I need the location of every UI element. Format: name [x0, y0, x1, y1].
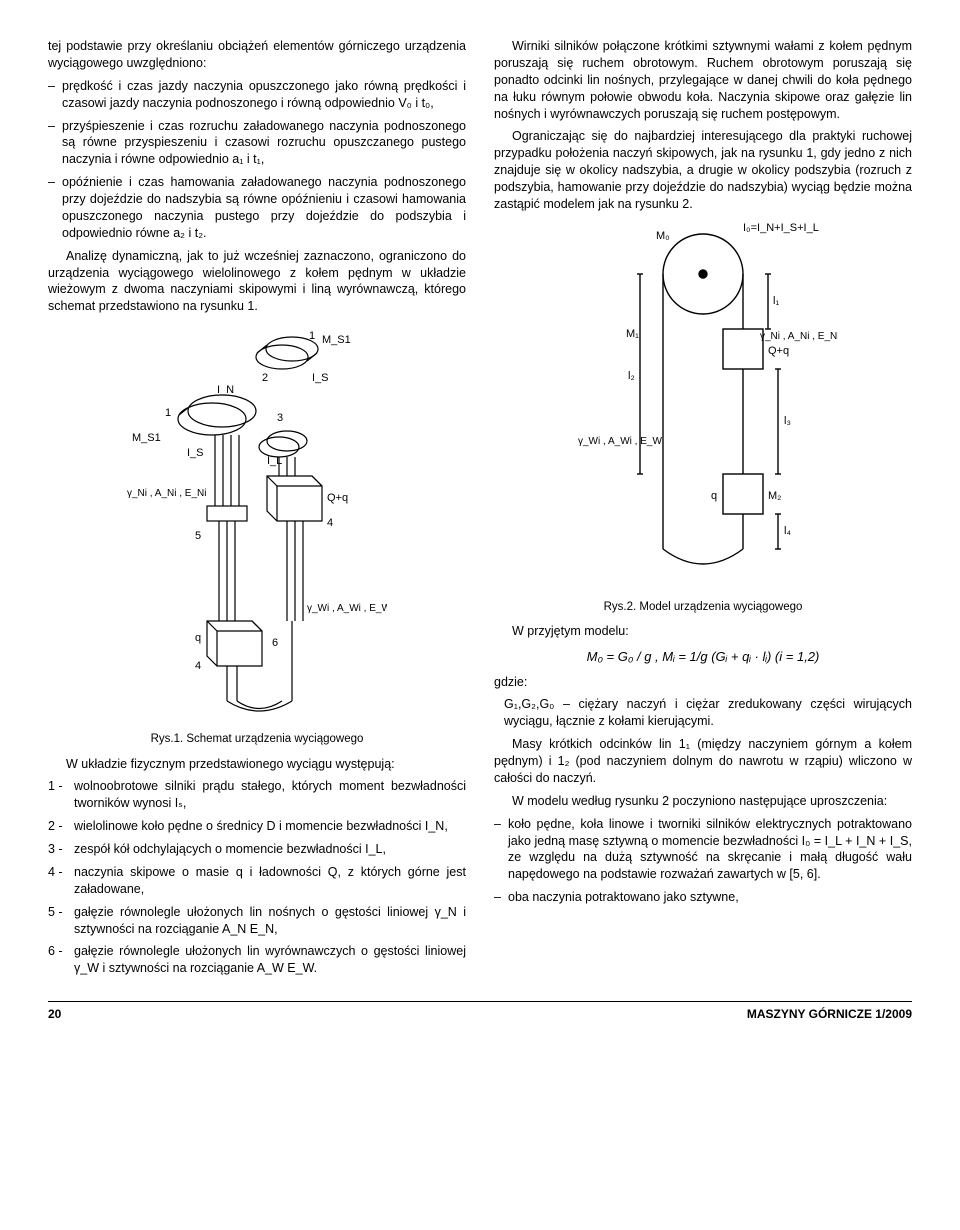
- fig2-label: γ_Wi , A_Wi , E_Wi: [578, 436, 664, 447]
- bullet-item: opóźnienie i czas hamowania załadowanego…: [62, 174, 466, 242]
- left-bullets: prędkość i czas jazdy naczynia opuszczon…: [48, 78, 466, 242]
- fig1-label: I_L: [267, 455, 282, 467]
- fig1-label: I_S: [312, 372, 329, 384]
- fig2-label: M₁: [626, 328, 639, 340]
- fig1-svg: M_S1 1 2 I_S I_N 1 M_S1 3 I_S I_L Q+q 4 …: [127, 321, 387, 721]
- bullet-item: oba naczynia potraktowano jako sztywne,: [508, 889, 912, 906]
- g-definition: G₁,G₂,G₀ – ciężary naczyń i ciężar zredu…: [494, 696, 912, 730]
- num-item: 6 -gałęzie równolegle ułożonych lin wyró…: [74, 943, 466, 977]
- fig2-label: M₂: [768, 490, 781, 502]
- right-para5: W modelu według rysunku 2 poczyniono nas…: [494, 793, 912, 810]
- fig1-label: 1: [165, 407, 171, 419]
- fig2-label: q: [711, 490, 717, 502]
- figure-1: M_S1 1 2 I_S I_N 1 M_S1 3 I_S I_L Q+q 4 …: [48, 321, 466, 726]
- num-item: 4 -naczynia skipowe o masie q i ładownoś…: [74, 864, 466, 898]
- bullet-item: przyśpieszenie i czas rozruchu załadowan…: [62, 118, 466, 169]
- right-para2: Ograniczając się do najbardziej interesu…: [494, 128, 912, 212]
- fig2-label: l₁: [773, 295, 779, 307]
- fig1-label: 1: [309, 330, 315, 342]
- fig1-label: M_S1: [132, 432, 161, 444]
- fig2-label: l₂: [628, 370, 635, 382]
- bullet-item: koło pędne, koła linowe i tworniki silni…: [508, 816, 912, 884]
- num-item: 3 -zespół kół odchylających o momencie b…: [74, 841, 466, 858]
- fig2-label: l₃: [784, 415, 791, 427]
- fig2-caption: Rys.2. Model urządzenia wyciągowego: [494, 600, 912, 616]
- fig2-label: M₀: [656, 230, 670, 242]
- left-para2: W układzie fizycznym przedstawionego wyc…: [48, 756, 466, 773]
- num-item: 2 -wielolinowe koło pędne o średnicy D i…: [74, 818, 466, 835]
- fig2-label: γ_Ni , A_Ni , E_Ni: [760, 331, 838, 342]
- num-item: 5 -gałęzie równolegle ułożonych lin nośn…: [74, 904, 466, 938]
- journal-name: MASZYNY GÓRNICZE 1/2009: [747, 1006, 912, 1022]
- fig1-label: M_S1: [322, 334, 351, 346]
- page-footer: 20 MASZYNY GÓRNICZE 1/2009: [48, 1001, 912, 1022]
- fig1-label: 3: [277, 412, 283, 424]
- left-column: tej podstawie przy określaniu obciążeń e…: [48, 38, 466, 983]
- fig1-label: γ_Ni , A_Ni , E_Ni: [127, 488, 206, 499]
- figure-2: I₀=I_N+I_S+I_L M₀ M₁ Q+q l₁ l₂ γ_Ni , A_…: [494, 219, 912, 594]
- fig2-label: l₄: [784, 525, 791, 537]
- right-para4: Masy krótkich odcinków lin 1₁ (między na…: [494, 736, 912, 787]
- numbered-list: 1 -wolnoobrotowe silniki prądu stałego, …: [48, 778, 466, 977]
- fig1-label: 4: [195, 660, 201, 672]
- right-para1: Wirniki silników połączone krótkimi szty…: [494, 38, 912, 122]
- fig1-label: q: [195, 632, 201, 644]
- left-intro: tej podstawie przy określaniu obciążeń e…: [48, 38, 466, 72]
- fig2-svg: I₀=I_N+I_S+I_L M₀ M₁ Q+q l₁ l₂ γ_Ni , A_…: [568, 219, 838, 589]
- fig1-label: γ_Wi , A_Wi , E_Wi: [307, 603, 387, 614]
- right-bullets: koło pędne, koła linowe i tworniki silni…: [494, 816, 912, 906]
- fig1-label: I_S: [187, 447, 204, 459]
- page-number: 20: [48, 1006, 61, 1022]
- fig1-label: 6: [272, 637, 278, 649]
- fig1-label: I_N: [217, 384, 234, 396]
- num-item: 1 -wolnoobrotowe silniki prądu stałego, …: [74, 778, 466, 812]
- two-column-layout: tej podstawie przy określaniu obciążeń e…: [48, 38, 912, 983]
- fig1-caption: Rys.1. Schemat urządzenia wyciągowego: [48, 732, 466, 748]
- fig1-label: 4: [327, 517, 333, 529]
- gdzie-label: gdzie:: [494, 674, 912, 691]
- right-column: Wirniki silników połączone krótkimi szty…: [494, 38, 912, 983]
- fig2-label: Q+q: [768, 345, 789, 357]
- equation: M₀ = G₀ / g , Mᵢ = 1/g (Gᵢ + qᵢ · lᵢ) (i…: [494, 648, 912, 666]
- fig2-label: I₀=I_N+I_S+I_L: [743, 222, 819, 234]
- left-para1: Analizę dynamiczną, jak to już wcześniej…: [48, 248, 466, 316]
- fig1-label: 5: [195, 530, 201, 542]
- fig1-label: Q+q: [327, 492, 348, 504]
- fig1-label: 2: [262, 372, 268, 384]
- bullet-item: prędkość i czas jazdy naczynia opuszczon…: [62, 78, 466, 112]
- right-para3: W przyjętym modelu:: [494, 623, 912, 640]
